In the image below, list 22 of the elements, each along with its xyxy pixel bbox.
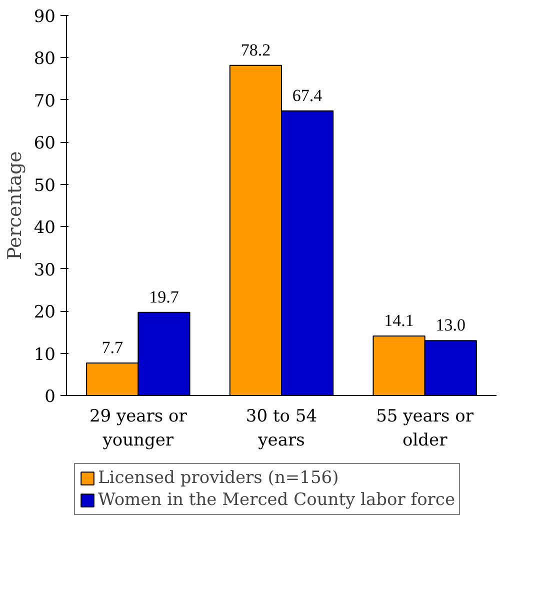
y-tick-label: 40: [34, 218, 56, 238]
y-tick-label: 90: [34, 7, 56, 27]
x-tick-label: 29 years or younger: [89, 406, 188, 450]
legend-label: Licensed providers (n=156): [98, 468, 339, 488]
data-label: 67.4: [292, 86, 323, 105]
y-tick-label: 50: [34, 176, 56, 196]
y-tick-label: 0: [44, 387, 56, 407]
data-label: 13.0: [436, 316, 466, 335]
y-tick-label: 20: [34, 302, 56, 323]
y-tick-label: 60: [34, 134, 56, 154]
data-label: 7.7: [102, 338, 124, 357]
legend-label: Women in the Merced County labor force: [98, 490, 456, 510]
y-tick-label: 70: [34, 91, 56, 112]
x-tick-label: 55 years or older: [376, 406, 474, 450]
data-label: 19.7: [149, 287, 180, 306]
y-tick-label: 30: [34, 260, 56, 280]
x-tick-label: 30 to 54 years: [246, 406, 318, 450]
data-label: 78.2: [240, 40, 271, 60]
data-label: 14.1: [384, 310, 414, 330]
y-axis-title: Percentage: [4, 151, 26, 260]
y-tick-label: 10: [34, 344, 56, 365]
y-tick-label: 80: [34, 49, 56, 70]
